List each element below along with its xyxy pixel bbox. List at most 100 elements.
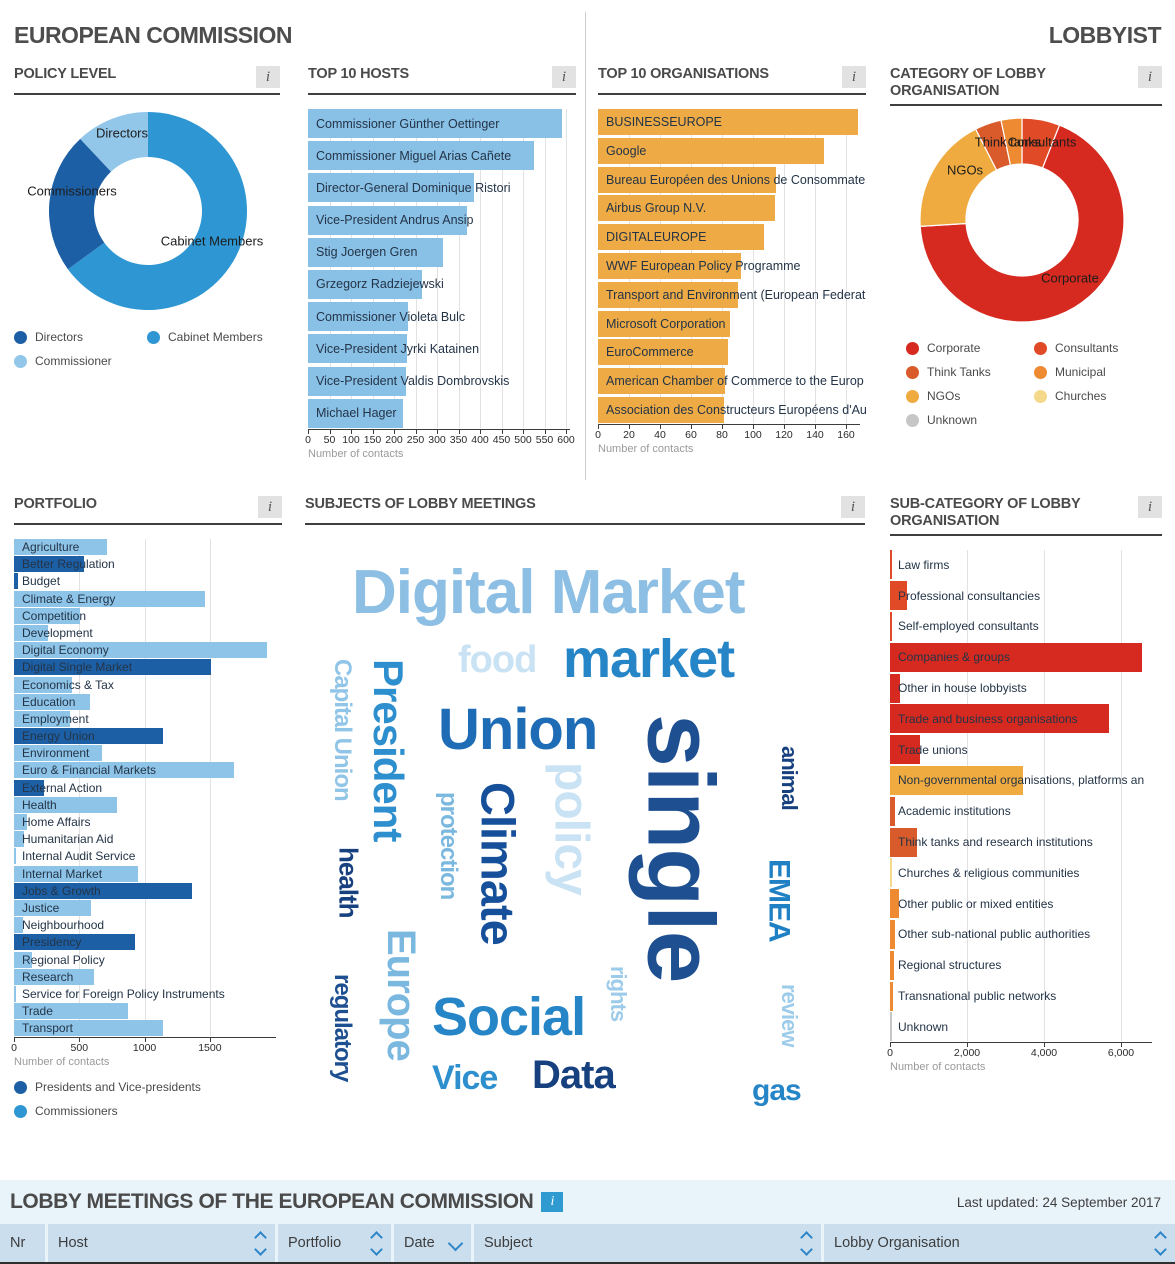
bar-microsoft-corporation[interactable] [598,310,730,337]
cloud-word-emea[interactable]: EMEA [762,859,796,942]
bar-better-regulation[interactable] [14,556,84,573]
bar-companies-groups[interactable] [890,642,1143,672]
cloud-word-health[interactable]: health [333,847,364,918]
bar-agriculture[interactable] [14,539,108,555]
cloud-word-social[interactable]: Social [432,987,586,1047]
bar-internal-market[interactable] [14,865,139,882]
bar-environment[interactable] [14,745,103,762]
bar-other-in-house-lobbyists[interactable] [890,673,900,703]
cloud-word-digital-market[interactable]: Digital Market [352,558,746,627]
bar-research[interactable] [14,968,94,985]
bar-other-sub-national-public-authorities[interactable] [890,919,895,949]
cloud-word-food[interactable]: food [458,639,537,681]
bar-humanitarian-aid[interactable] [14,831,24,848]
cloud-word-europe[interactable]: Europe [379,929,423,1061]
bar-justice[interactable] [14,899,92,916]
bar-neighbourhood[interactable] [14,917,24,934]
column-header-nr[interactable]: Nr [0,1224,48,1262]
bar-think-tanks-and-research-institutions[interactable] [890,827,918,857]
cloud-word-policy[interactable]: policy [544,762,598,895]
sort-icon[interactable] [794,1230,813,1256]
bar-digital-economy[interactable] [14,642,267,659]
info-icon[interactable]: i [842,66,866,88]
donut-slice-directors[interactable] [80,112,148,172]
info-icon[interactable]: i [256,66,280,88]
info-icon[interactable]: i [1138,496,1162,518]
bar-other-public-or-mixed-entities[interactable] [890,889,899,919]
bar-education[interactable] [14,693,90,710]
bar-trade[interactable] [14,1003,129,1020]
bar-academic-institutions[interactable] [890,796,895,826]
bar-american-chamber-of-commerce-to-the-europ[interactable] [598,368,726,395]
info-icon[interactable]: i [258,496,282,518]
bar-stig-joergen-gren[interactable] [308,237,444,267]
bar-health[interactable] [14,796,118,813]
cloud-word-market[interactable]: market [563,629,735,689]
bar-employment[interactable] [14,710,71,727]
bar-competition[interactable] [14,607,80,624]
donut-slice-municipal[interactable] [1000,117,1023,167]
column-header-host[interactable]: Host [48,1224,278,1262]
column-header-lobby-organisation[interactable]: Lobby Organisation [824,1224,1175,1262]
bar-jobs-growth[interactable] [14,882,193,899]
bar-trade-and-business-organisations[interactable] [890,704,1110,734]
bar-transport-and-environment-european-federat[interactable] [598,281,738,308]
bar-michael-hager[interactable] [308,398,404,428]
bar-wwf-european-policy-programme[interactable] [598,252,741,279]
bar-digital-single-market[interactable] [14,659,211,676]
bar-transport[interactable] [14,1020,163,1037]
sort-descending-icon[interactable] [442,1235,464,1251]
info-icon[interactable]: i [1138,66,1162,88]
bar-businesseurope[interactable] [598,109,859,135]
info-icon[interactable]: i [552,66,576,88]
sort-icon[interactable] [1148,1230,1167,1256]
cloud-word-protection[interactable]: protection [434,792,462,900]
bar-bureau-europ-en-des-unions-de-consommate[interactable] [598,166,777,193]
bar-regional-structures[interactable] [890,950,894,980]
bar-eurocommerce[interactable] [598,339,729,366]
cloud-word-rights[interactable]: rights [605,966,631,1022]
bar-development[interactable] [14,624,48,641]
bar-presidency[interactable] [14,934,135,951]
cloud-word-president[interactable]: President [364,659,412,842]
bar-unknown[interactable] [890,1012,893,1042]
column-header-date[interactable]: Date [394,1224,474,1262]
bar-professional-consultancies[interactable] [890,581,907,611]
bar-budget[interactable] [14,573,18,590]
cloud-word-climate[interactable]: Climate [471,782,525,945]
bar-trade-unions[interactable] [890,735,921,765]
bar-airbus-group-n-v[interactable] [598,195,775,222]
bar-vice-president-andrus-ansip[interactable] [308,205,468,235]
bar-vice-president-valdis-dombrovskis[interactable] [308,366,407,396]
cloud-word-union[interactable]: Union [438,697,598,762]
bar-digitaleurope[interactable] [598,224,764,251]
bar-law-firms[interactable] [890,550,893,580]
info-icon[interactable]: i [841,496,865,518]
cloud-word-regulatory[interactable]: regulatory [328,974,356,1082]
bar-external-action[interactable] [14,779,45,796]
donut-slice-cabinet-members[interactable] [67,112,247,310]
bar-service-for-foreign-policy-instruments[interactable] [14,985,16,1002]
bar-euro-financial-markets[interactable] [14,762,235,779]
bar-economics-tax[interactable] [14,676,73,693]
sort-icon[interactable] [248,1230,267,1256]
column-header-portfolio[interactable]: Portfolio [278,1224,394,1262]
bar-energy-union[interactable] [14,728,163,745]
column-header-subject[interactable]: Subject [474,1224,824,1262]
bar-grzegorz-radziejewski[interactable] [308,269,422,299]
bar-regional-policy[interactable] [14,951,33,968]
bar-churches-religious-communities[interactable] [890,858,893,888]
donut-slice-corporate[interactable] [919,124,1125,323]
info-icon[interactable]: i [541,1192,564,1212]
bar-self-employed-consultants[interactable] [890,611,893,641]
cloud-word-vice[interactable]: Vice [432,1059,498,1097]
bar-commissioner-violeta-bulc[interactable] [308,302,409,332]
cloud-word-animal[interactable]: animal [776,746,802,810]
cloud-word-data[interactable]: Data [532,1053,616,1097]
bar-commissioner-g-nther-oettinger[interactable] [308,109,562,138]
bar-home-affairs[interactable] [14,814,28,830]
bar-google[interactable] [598,137,825,164]
cloud-word-capital-union[interactable]: Capital Union [328,659,356,801]
bar-director-general-dominique-ristori[interactable] [308,173,474,203]
bar-association-des-constructeurs-europ-ens-d-au[interactable] [598,396,724,423]
